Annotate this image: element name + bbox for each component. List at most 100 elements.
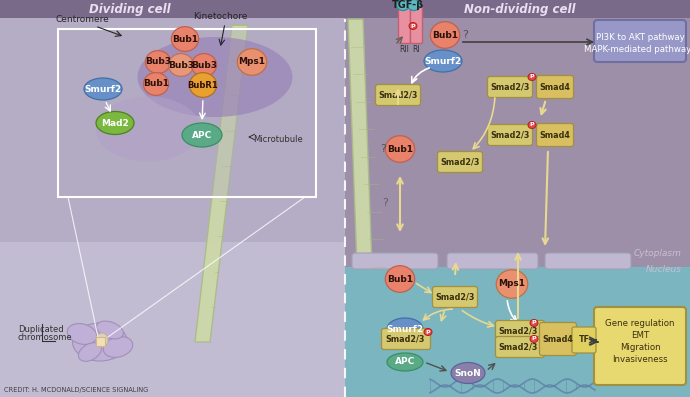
FancyBboxPatch shape: [437, 152, 482, 173]
Text: Bub1: Bub1: [432, 31, 458, 39]
Ellipse shape: [424, 50, 462, 72]
FancyBboxPatch shape: [375, 85, 420, 106]
Text: P: P: [532, 320, 536, 326]
Ellipse shape: [237, 49, 267, 75]
FancyBboxPatch shape: [495, 337, 544, 358]
FancyBboxPatch shape: [488, 125, 533, 145]
Ellipse shape: [72, 323, 128, 361]
Text: PI3K to AKT pathway: PI3K to AKT pathway: [595, 33, 684, 42]
Text: TGF-β: TGF-β: [392, 0, 424, 10]
Ellipse shape: [189, 73, 217, 97]
Text: EMT: EMT: [631, 330, 649, 339]
Ellipse shape: [191, 54, 217, 76]
FancyBboxPatch shape: [0, 0, 345, 397]
Text: Bub3: Bub3: [191, 60, 217, 69]
Polygon shape: [348, 19, 372, 267]
Ellipse shape: [95, 96, 201, 162]
FancyBboxPatch shape: [345, 0, 690, 397]
Ellipse shape: [451, 362, 485, 384]
Ellipse shape: [171, 27, 199, 51]
Ellipse shape: [137, 37, 293, 117]
Text: Mad2: Mad2: [101, 118, 129, 127]
Text: BubR1: BubR1: [188, 81, 218, 89]
Ellipse shape: [397, 0, 409, 10]
Text: Bub1: Bub1: [143, 79, 169, 89]
Text: TF: TF: [578, 335, 589, 345]
Text: Smad2/3: Smad2/3: [378, 91, 417, 100]
Ellipse shape: [79, 343, 101, 361]
FancyBboxPatch shape: [59, 30, 315, 196]
Text: Duplicated: Duplicated: [18, 324, 63, 333]
Text: SnoN: SnoN: [455, 368, 482, 378]
FancyBboxPatch shape: [594, 20, 686, 62]
Text: RI: RI: [412, 45, 420, 54]
FancyBboxPatch shape: [0, 242, 345, 397]
Ellipse shape: [182, 123, 222, 147]
Text: Smad2/3: Smad2/3: [385, 335, 424, 343]
Text: Smad2/3: Smad2/3: [440, 158, 480, 166]
Ellipse shape: [496, 270, 528, 298]
Text: Gene regulation: Gene regulation: [605, 318, 675, 328]
FancyBboxPatch shape: [495, 320, 544, 341]
Text: Invasiveness: Invasiveness: [612, 355, 668, 364]
Text: ?: ?: [462, 30, 468, 40]
Ellipse shape: [104, 337, 132, 357]
FancyBboxPatch shape: [0, 0, 690, 18]
Text: Bub3: Bub3: [168, 60, 194, 69]
Text: ?: ?: [382, 198, 388, 208]
Text: P: P: [530, 123, 534, 127]
Ellipse shape: [528, 73, 536, 81]
FancyBboxPatch shape: [545, 253, 631, 269]
Text: Bub1: Bub1: [387, 145, 413, 154]
Ellipse shape: [530, 335, 538, 343]
Text: APC: APC: [395, 358, 415, 366]
FancyBboxPatch shape: [572, 327, 596, 353]
Text: MAPK-mediated pathways: MAPK-mediated pathways: [584, 44, 690, 54]
FancyBboxPatch shape: [433, 287, 477, 308]
Ellipse shape: [530, 320, 538, 326]
Ellipse shape: [385, 266, 415, 292]
Ellipse shape: [96, 333, 108, 347]
FancyBboxPatch shape: [540, 322, 577, 355]
FancyBboxPatch shape: [537, 75, 573, 98]
FancyBboxPatch shape: [352, 253, 438, 269]
Text: Smad2/3: Smad2/3: [498, 326, 538, 335]
FancyBboxPatch shape: [411, 6, 422, 44]
FancyBboxPatch shape: [488, 77, 533, 98]
Ellipse shape: [84, 78, 122, 100]
FancyBboxPatch shape: [345, 267, 690, 397]
Ellipse shape: [528, 121, 536, 129]
Ellipse shape: [144, 73, 168, 95]
Text: Smurf2: Smurf2: [84, 85, 121, 94]
Text: P: P: [426, 330, 431, 335]
Text: Smad2/3: Smad2/3: [491, 131, 530, 139]
Text: P: P: [411, 23, 415, 29]
Text: Nucleus: Nucleus: [646, 266, 682, 274]
Text: P: P: [532, 337, 536, 341]
Text: chromosome: chromosome: [18, 333, 72, 341]
Text: Smad4: Smad4: [540, 83, 571, 91]
Text: CREDIT: H. MCDONALD/SCIENCE SIGNALING: CREDIT: H. MCDONALD/SCIENCE SIGNALING: [4, 387, 148, 393]
FancyBboxPatch shape: [594, 307, 686, 385]
Text: RII: RII: [399, 45, 409, 54]
Text: Dividing cell: Dividing cell: [89, 2, 171, 15]
Text: Mps1: Mps1: [239, 58, 266, 67]
Text: Mps1: Mps1: [498, 279, 526, 289]
FancyBboxPatch shape: [537, 123, 573, 146]
Ellipse shape: [385, 136, 415, 162]
Text: Smad2/3: Smad2/3: [498, 343, 538, 351]
Text: Bub1: Bub1: [172, 35, 198, 44]
FancyBboxPatch shape: [447, 253, 538, 269]
Text: Smurf2: Smurf2: [386, 324, 424, 333]
Ellipse shape: [387, 353, 423, 371]
Text: Smurf2: Smurf2: [424, 56, 462, 66]
Text: Smad4: Smad4: [540, 131, 571, 139]
Ellipse shape: [424, 328, 432, 335]
Text: Smad2/3: Smad2/3: [435, 293, 475, 301]
Text: Bub1: Bub1: [387, 274, 413, 283]
FancyBboxPatch shape: [96, 337, 105, 346]
Ellipse shape: [68, 324, 97, 345]
Ellipse shape: [431, 22, 460, 48]
Polygon shape: [195, 25, 248, 342]
Ellipse shape: [387, 318, 423, 340]
